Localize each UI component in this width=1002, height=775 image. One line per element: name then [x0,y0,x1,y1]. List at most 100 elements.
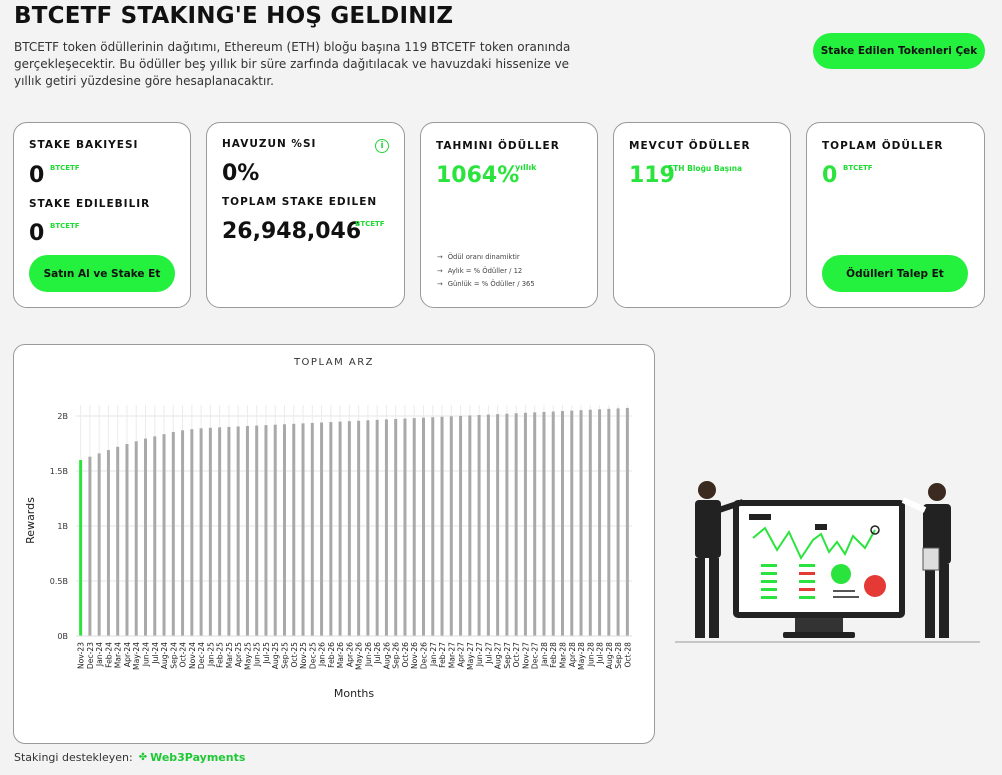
bar [523,412,527,636]
bar [181,430,185,636]
pool-share-card: HAVUZUN %SI i 0% TOPLAM STAKE EDILEN 26,… [206,122,405,308]
stake-balance-card: STAKE BAKIYESI 0 BTCETF STAKE EDILEBILIR… [13,122,191,308]
x-tick-label: Nov-25 [299,642,308,669]
bar [384,419,388,636]
x-tick-label: Dec-23 [86,642,95,669]
withdraw-staked-button[interactable]: Stake Edilen Tokenleri Çek [813,33,985,69]
y-axis-label: Rewards [24,497,37,544]
bar [477,415,481,636]
bar [227,426,231,636]
bar [357,420,361,636]
bar [570,410,574,636]
x-tick-label: Mar-26 [336,642,345,668]
bar [208,427,212,636]
x-tick-label: Sep-27 [503,642,512,669]
x-tick-label: Nov-23 [77,642,86,669]
x-tick-label: Feb-26 [327,642,336,668]
x-tick-label: Jul-26 [373,642,382,665]
x-tick-label: Jan-28 [540,642,549,667]
x-tick-label: Jan-26 [318,642,327,667]
x-tick-label: Apr-24 [123,642,132,667]
bar [366,420,370,636]
current-rewards-label: MEVCUT ÖDÜLLER [629,140,751,152]
bar [486,414,490,636]
staking-illustration [675,481,980,643]
intro-line-2: gerçekleşecektir. Bu ödüller beş yıllık … [14,57,570,71]
bar [533,412,537,636]
bar [431,417,435,636]
total-rewards-value: 0 [822,163,838,188]
x-tick-label: Nov-27 [521,642,530,669]
bar [144,438,147,636]
bar [97,453,101,636]
y-tick-label: 0.5B [50,577,68,586]
bar [338,421,342,636]
y-tick-label: 0B [57,632,68,641]
x-axis-label: Months [334,687,374,700]
bar [551,411,555,636]
x-tick-label: Dec-25 [308,642,317,669]
x-tick-label: Oct-25 [290,642,299,668]
x-tick-label: Aug-25 [271,642,280,669]
footer: Stakingi destekleyen: ✤ Web3Payments [14,751,245,764]
arrow-right-icon: → [437,253,443,261]
x-tick-label: May-25 [243,642,252,670]
x-tick-label: Apr-28 [568,642,577,667]
x-tick-label: Jul-28 [596,642,605,665]
bar [125,444,129,636]
estimated-rewards-card: TAHMINI ÖDÜLLER 1064% yıllık → Ödül oranı… [420,122,598,308]
x-tick-label: Jan-25 [206,642,215,667]
footer-label: Stakingi destekleyen: [14,751,133,764]
bar [218,427,222,636]
stakeable-unit: BTCETF [50,222,80,230]
x-tick-label: Jan-27 [429,642,438,667]
x-tick-label: Sep-28 [614,642,623,669]
x-tick-label: Feb-27 [438,642,447,668]
x-tick-label: Nov-24 [188,642,197,669]
bar [403,418,407,636]
info-icon[interactable]: i [375,139,389,153]
pool-share-label: HAVUZUN %SI [222,138,317,150]
bar [153,436,157,636]
bar [616,408,620,636]
note-monthly: → Aylık = % Ödüller / 12 [437,266,523,275]
bar [449,416,453,636]
estimated-rewards-label: TAHMINI ÖDÜLLER [436,140,560,152]
bar [347,421,351,636]
bar [162,434,166,636]
x-tick-label: May-28 [577,642,586,670]
x-tick-label: Jun-26 [364,642,373,667]
bar [625,407,629,636]
x-tick-label: Jun-28 [586,642,595,667]
bar [245,426,249,636]
bar [505,413,509,636]
current-rewards-unit: ETH Bloğu Başına [668,164,743,173]
y-tick-label: 1B [57,522,68,531]
total-staked-value: 26,948,046 [222,219,362,244]
bar [329,422,333,636]
web3payments-link[interactable]: ✤ Web3Payments [139,751,246,764]
buy-and-stake-button[interactable]: Satın Al ve Stake Et [29,255,175,292]
bar [412,418,416,636]
x-tick-label: Dec-26 [420,642,429,669]
x-tick-label: Sep-24 [169,642,178,669]
bar [542,411,546,636]
x-tick-label: Aug-26 [382,642,391,669]
bar [301,423,305,636]
bar [579,410,583,636]
bar [375,419,379,636]
claim-rewards-button[interactable]: Ödülleri Talep Et [822,255,968,292]
stake-balance-label: STAKE BAKIYESI [29,139,139,151]
x-tick-label: Mar-28 [559,642,568,668]
bar [292,423,296,636]
x-tick-label: Jun-24 [142,642,151,667]
intro-text: BTCETF token ödüllerinin dağıtımı, Ether… [14,39,574,90]
y-tick-label: 2B [57,412,68,421]
x-tick-label: Aug-24 [160,642,169,669]
x-tick-label: Oct-24 [179,642,188,668]
bar [190,429,194,636]
bar [273,424,277,636]
bar [116,446,120,636]
x-tick-label: Sep-25 [281,642,290,669]
